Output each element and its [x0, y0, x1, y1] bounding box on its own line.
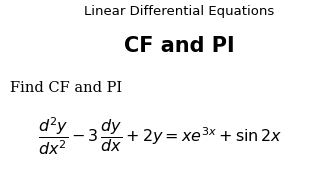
Text: Find CF and PI: Find CF and PI	[10, 81, 122, 95]
Text: Linear Differential Equations: Linear Differential Equations	[84, 5, 274, 18]
Text: $\dfrac{d^2y}{dx^2} - 3\,\dfrac{dy}{dx} + 2y = xe^{3x} + \sin 2x$: $\dfrac{d^2y}{dx^2} - 3\,\dfrac{dy}{dx} …	[38, 115, 282, 157]
Text: CF and PI: CF and PI	[124, 36, 235, 56]
